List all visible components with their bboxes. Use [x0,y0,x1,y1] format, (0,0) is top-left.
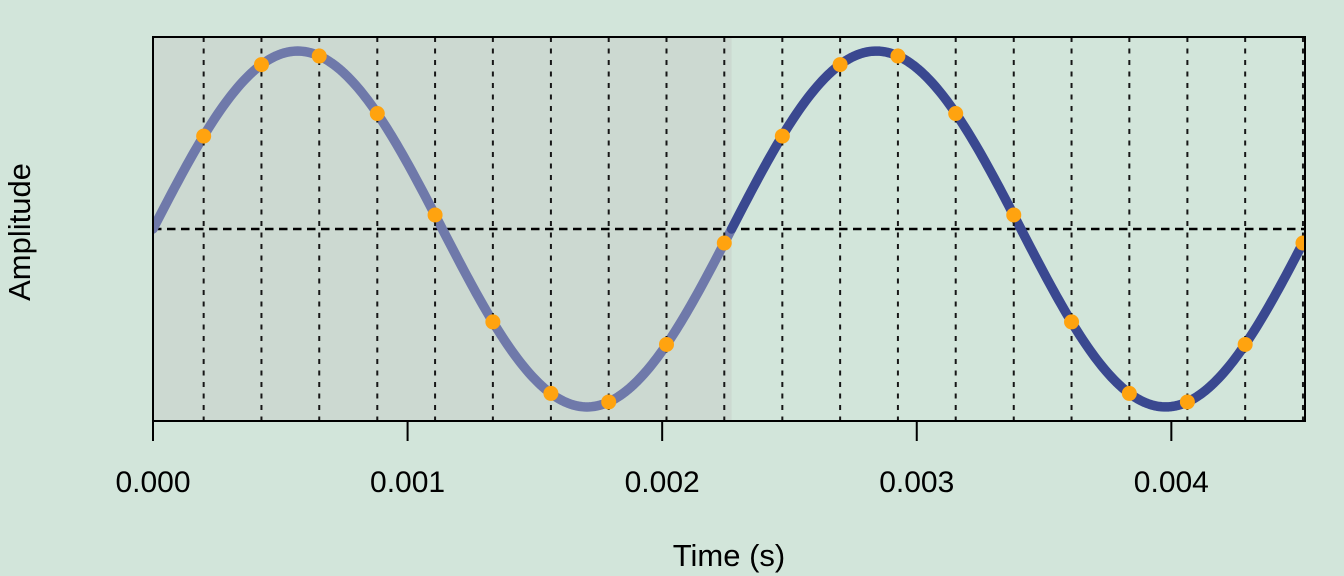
sample-point [948,106,964,122]
sample-point [658,336,674,352]
plot-box [152,36,1306,422]
sample-point [427,207,443,223]
sample-point [1121,385,1137,401]
sample-point [890,48,906,64]
sample-point [774,128,790,144]
sine-curve [153,46,1305,412]
x-tick-label: 0.001 [370,466,445,499]
sample-points [196,48,1305,410]
sample-point [601,394,617,410]
x-axis-label: Time (s) [673,538,786,573]
sample-point [369,106,385,122]
y-axis-label: Amplitude [2,163,37,301]
sample-point [1064,314,1080,330]
sine-wave-second-period [726,46,1305,412]
sine-wave-first-period [153,46,737,412]
sample-point [543,385,559,401]
plot-border [152,36,1306,422]
sample-point [253,57,269,73]
sample-point [196,128,212,144]
sample-point [1006,207,1022,223]
sample-point [1295,235,1305,251]
x-tick-label: 0.002 [625,466,700,499]
x-tick-label: 0.004 [1134,466,1209,499]
x-tick-label: 0.003 [879,466,954,499]
sample-point [832,57,848,73]
sample-point [311,48,327,64]
sample-point [1179,394,1195,410]
x-axis-tick-labels: 0.000 0.001 0.002 0.003 0.004 [115,466,1208,499]
x-axis-ticks [152,421,1173,441]
sample-point [716,235,732,251]
sample-point [1237,336,1253,352]
sample-point [485,314,501,330]
x-tick-label: 0.000 [115,466,190,499]
